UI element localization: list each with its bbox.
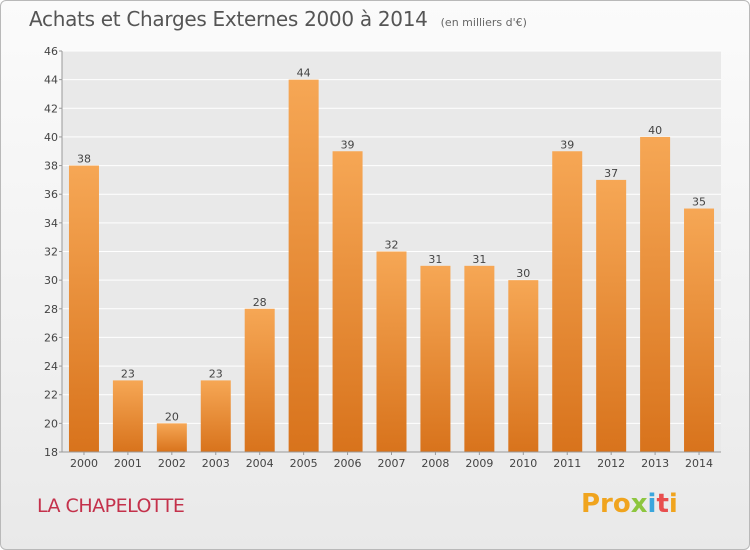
x-tick-label-2008: 2008 [421,457,449,470]
data-label-2005: 44 [297,67,311,80]
bar-2001 [112,380,143,452]
data-label-2013: 40 [648,124,662,137]
bar-2012 [596,179,627,452]
x-tick-label-2002: 2002 [158,457,186,470]
data-label-2001: 23 [121,367,135,380]
y-tick-label: 20 [44,417,58,430]
bar-2014 [684,208,715,452]
y-tick-label: 22 [44,389,58,402]
x-tick-label-2005: 2005 [290,457,318,470]
bar-2007 [376,251,407,452]
chart-title: Achats et Charges Externes 2000 à 2014 [29,7,428,31]
data-label-2012: 37 [604,167,618,180]
x-tick-label-2001: 2001 [114,457,142,470]
brand-letter: i [647,489,657,519]
bar-2010 [508,280,539,452]
x-tick-label-2009: 2009 [465,457,493,470]
chart-subtitle: (en milliers d'€) [440,16,527,29]
bar-2013 [640,136,671,452]
x-tick-label-2000: 2000 [70,457,98,470]
y-tick-label: 36 [44,188,58,201]
bar-2006 [332,151,363,452]
x-tick-label-2006: 2006 [334,457,362,470]
y-tick-label: 46 [44,45,58,58]
brand-letter: Pro [581,489,631,519]
y-tick-label: 40 [44,131,58,144]
brand-logo: Proxiti [581,489,678,519]
y-tick-label: 42 [44,102,58,115]
y-tick-label: 26 [44,331,58,344]
data-label-2010: 30 [516,267,530,280]
data-label-2009: 31 [472,253,486,266]
data-label-2014: 35 [692,196,706,209]
location-label: LA CHAPELOTTE [37,495,185,517]
y-tick-label: 30 [44,274,58,287]
y-tick-label: 32 [44,246,58,259]
x-tick-label-2010: 2010 [509,457,537,470]
bar-2011 [552,151,583,452]
y-tick-label: 28 [44,303,58,316]
x-tick-label-2012: 2012 [597,457,625,470]
chart-title-block: Achats et Charges Externes 2000 à 2014 (… [29,7,527,31]
data-label-2004: 28 [253,296,267,309]
x-tick-label-2003: 2003 [202,457,230,470]
data-label-2011: 39 [560,138,574,151]
x-tick-label-2004: 2004 [246,457,274,470]
brand-letter: x [630,489,648,519]
brand-letter: t [656,489,669,519]
data-label-2006: 39 [341,138,355,151]
bar-2000 [68,165,99,453]
bar-2004 [244,308,275,452]
y-tick-label: 18 [44,446,58,459]
y-tick-label: 38 [44,160,58,173]
x-tick-label-2014: 2014 [685,457,713,470]
brand-letter: i [668,489,678,519]
data-label-2002: 20 [165,410,179,423]
x-tick-label-2011: 2011 [553,457,581,470]
y-tick-label: 34 [44,217,58,230]
y-tick-label: 24 [44,360,58,373]
x-tick-label-2007: 2007 [378,457,406,470]
x-tick-label-2013: 2013 [641,457,669,470]
data-label-2003: 23 [209,367,223,380]
bar-2002 [156,423,187,452]
bar-2009 [464,265,495,452]
bar-2008 [420,265,451,452]
data-label-2008: 31 [428,253,442,266]
y-tick-label: 44 [44,74,58,87]
data-label-2007: 32 [385,239,399,252]
bar-2003 [200,380,231,452]
data-label-2000: 38 [77,153,91,166]
bar-2005 [288,79,319,453]
